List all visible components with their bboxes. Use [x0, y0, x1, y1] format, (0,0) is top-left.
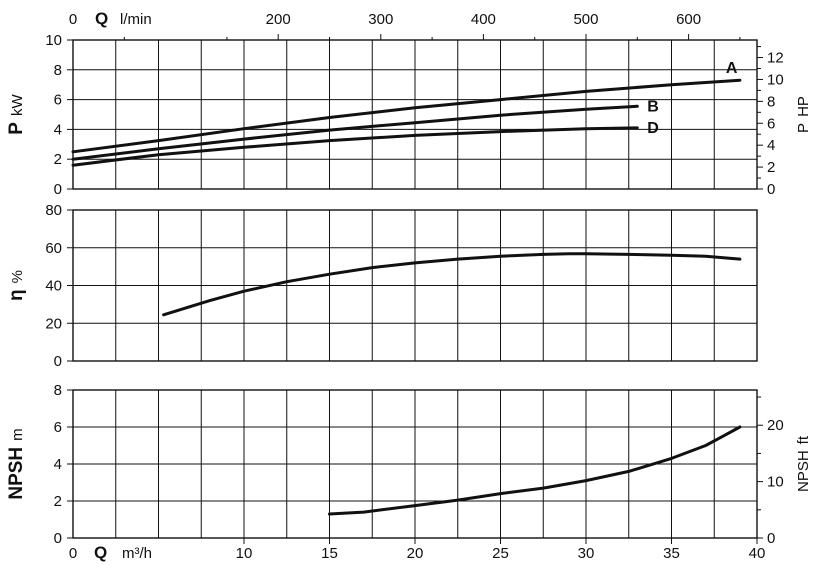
left-tick-label: 6	[54, 419, 62, 436]
left-axis-title: PkW	[6, 93, 27, 134]
left-axis-unit: kW	[9, 93, 26, 116]
series-label-A: A	[726, 60, 738, 77]
bottom-tick-label: 30	[578, 545, 595, 562]
series-line	[162, 252, 742, 317]
left-tick-label: 4	[54, 456, 62, 473]
left-tick-label: 8	[54, 382, 62, 399]
right-axis-symbol: P	[795, 123, 812, 133]
left-tick-label: 40	[45, 278, 62, 295]
series-label-B: B	[647, 98, 659, 115]
right-tick-label: 2	[767, 159, 775, 176]
plot-frame	[72, 39, 758, 190]
series-label-D: D	[647, 120, 659, 137]
left-tick-label: 6	[54, 92, 62, 109]
panel-efficiency: 0 20 40 60 80 η%	[6, 202, 758, 370]
left-axis-symbol: NPSH	[6, 447, 27, 500]
left-tick-label: 20	[45, 315, 62, 332]
top-axis-unit: l/min	[120, 11, 152, 28]
left-tick-label: 8	[54, 62, 62, 79]
right-tick-label: 10	[767, 71, 784, 88]
top-axis-zero-label: 0	[69, 11, 77, 28]
right-axis-symbol: NPSH	[795, 450, 812, 492]
top-tick-label: 600	[676, 11, 701, 28]
left-tick-label: 2	[54, 151, 62, 168]
series-line	[328, 425, 742, 516]
right-tick-label: 4	[767, 137, 775, 154]
left-tick-label: 0	[54, 181, 62, 198]
bottom-tick-label: 35	[663, 545, 680, 562]
top-tick-label: 500	[573, 11, 598, 28]
left-axis-title: NPSH m	[6, 428, 27, 499]
series-line-D	[71, 126, 639, 167]
right-axis-unit: ft	[795, 435, 812, 444]
left-tick-label: 2	[54, 493, 62, 510]
bottom-tick-label: 20	[407, 545, 424, 562]
left-tick-label: 0	[54, 353, 62, 370]
top-tick-label: 200	[266, 11, 291, 28]
bottom-axis-unit: m³/h	[122, 545, 152, 562]
left-tick-label: 0	[54, 530, 62, 547]
top-axis-symbol: Q	[95, 9, 108, 28]
bottom-axis-symbol: Q	[94, 543, 107, 562]
right-axis-title: P HP	[795, 96, 812, 133]
left-tick-label: 80	[45, 202, 62, 219]
bottom-tick-label: 10	[236, 545, 253, 562]
right-tick-label: 10	[767, 474, 784, 491]
right-tick-label: 8	[767, 93, 775, 110]
right-tick-label: 0	[767, 530, 775, 547]
right-tick-label: 12	[767, 50, 784, 67]
right-tick-label: 6	[767, 115, 775, 132]
left-axis-unit: %	[9, 270, 26, 283]
bottom-tick-label: 40	[749, 545, 766, 562]
left-axis-title: η%	[6, 270, 27, 301]
left-tick-label: 10	[45, 32, 62, 49]
bottom-axis-zero-label: 0	[69, 545, 77, 562]
top-tick-label: 300	[368, 11, 393, 28]
left-axis-unit: m	[9, 428, 26, 441]
right-axis-unit: HP	[795, 96, 812, 117]
bottom-tick-label: 25	[492, 545, 509, 562]
series-line-A	[71, 78, 742, 154]
right-tick-label: 0	[767, 181, 775, 198]
left-tick-label: 4	[54, 121, 62, 138]
left-axis-symbol: P	[6, 122, 27, 135]
left-axis-symbol: η	[6, 289, 27, 301]
series-line-B	[71, 104, 639, 161]
right-axis-title: NPSH ft	[795, 435, 812, 492]
top-tick-label: 400	[471, 11, 496, 28]
bottom-tick-label: 15	[321, 545, 338, 562]
left-tick-label: 60	[45, 240, 62, 257]
right-tick-label: 20	[767, 417, 784, 434]
